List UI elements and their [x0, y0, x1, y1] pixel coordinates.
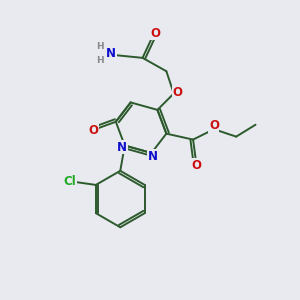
- Text: O: O: [191, 159, 201, 172]
- Text: Cl: Cl: [63, 175, 76, 188]
- Text: N: N: [117, 140, 128, 154]
- Text: N: N: [106, 47, 116, 60]
- Text: O: O: [88, 124, 98, 137]
- Text: O: O: [172, 85, 182, 98]
- Text: H: H: [97, 42, 104, 51]
- Text: O: O: [209, 119, 219, 132]
- Text: O: O: [150, 27, 160, 40]
- Text: H: H: [97, 56, 104, 65]
- Text: N: N: [148, 150, 158, 163]
